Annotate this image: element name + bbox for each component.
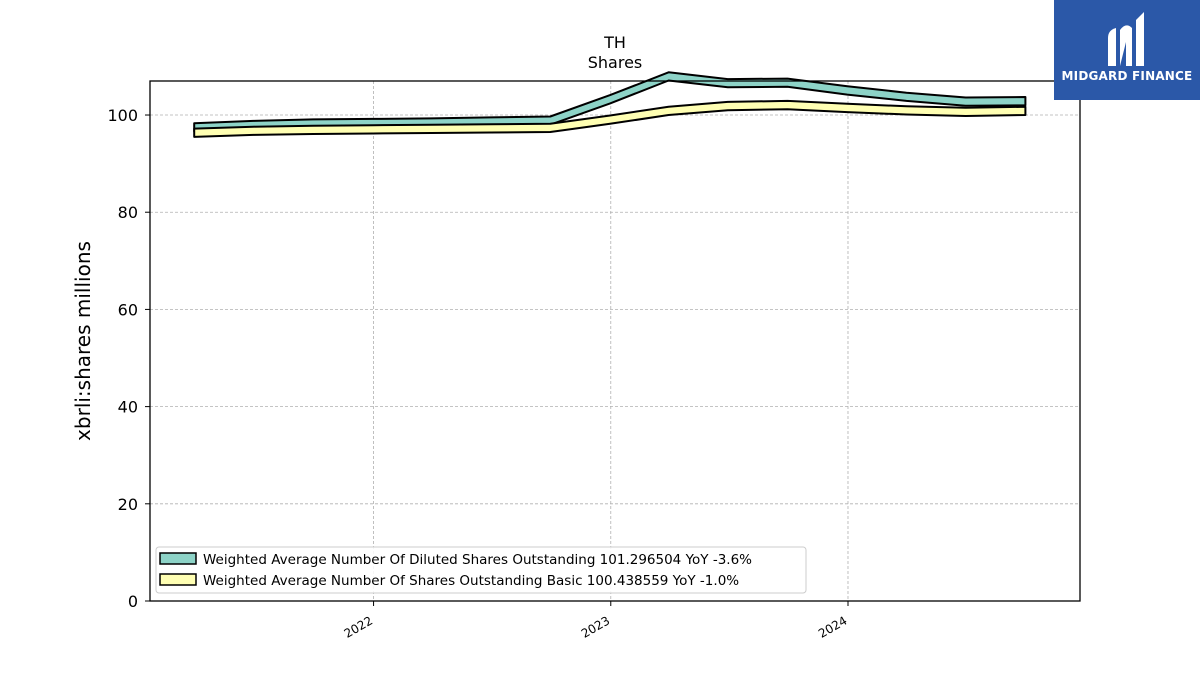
series-bands <box>193 71 1027 138</box>
midgard-finance-logo: MIDGARD FINANCE <box>1054 0 1200 100</box>
x-axis-ticks: 2022 2023 2024 <box>342 601 849 641</box>
legend: Weighted Average Number Of Diluted Share… <box>155 546 807 594</box>
legend-swatch <box>159 552 197 565</box>
chart-subtitle: Shares <box>588 53 643 72</box>
x-tick-label: 2023 <box>579 613 612 640</box>
legend-swatch <box>159 573 197 586</box>
y-tick-label: 80 <box>118 203 138 222</box>
x-tick-label: 2022 <box>342 613 375 640</box>
y-tick-label: 0 <box>128 592 138 611</box>
logo-mark-icon <box>1108 12 1144 66</box>
x-tick-label: 2024 <box>816 613 849 640</box>
y-tick-label: 20 <box>118 495 138 514</box>
y-tick-label: 40 <box>118 398 138 417</box>
grid <box>150 81 1080 601</box>
legend-box <box>155 546 807 594</box>
y-axis-label: xbrli:shares millions <box>71 241 95 441</box>
logo-text: MIDGARD FINANCE <box>1061 69 1193 83</box>
plot-frame <box>149 80 1081 602</box>
series-band-2 <box>193 99 1027 138</box>
legend-entry: Weighted Average Number Of Shares Outsta… <box>203 573 739 589</box>
legend-entry: Weighted Average Number Of Diluted Share… <box>203 552 752 568</box>
chart-title: TH <box>603 33 626 52</box>
y-tick-label: 60 <box>118 300 138 319</box>
y-tick-label: 100 <box>107 106 138 125</box>
y-axis-ticks: 0 20 40 60 80 100 <box>107 106 150 611</box>
